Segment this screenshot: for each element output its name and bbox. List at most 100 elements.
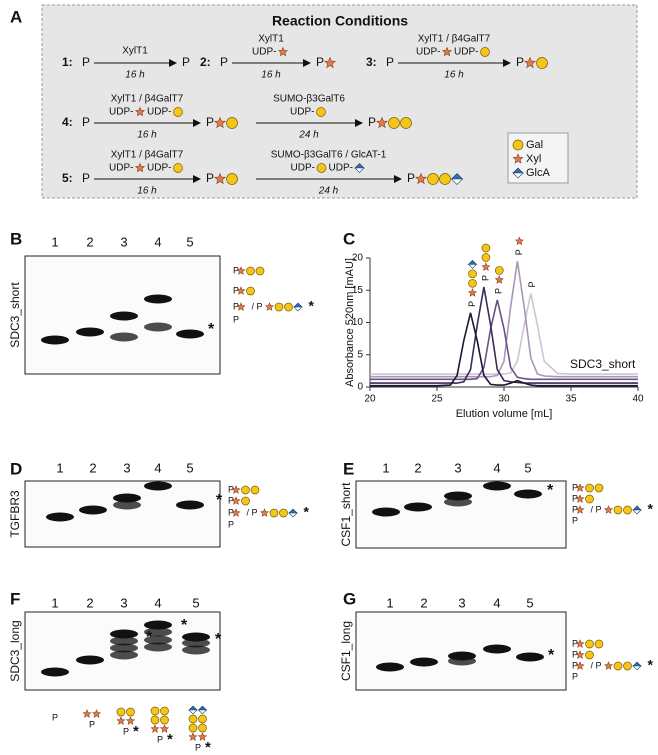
gal-icon [400,117,412,129]
lane-number: 5 [524,460,531,475]
gal-icon [468,269,477,279]
reaction-number: 3: [366,55,377,69]
lane-number: 2 [89,460,96,475]
chromatogram [370,312,638,387]
band [182,638,210,648]
reaction-time: 16 h [444,70,464,81]
glca-icon [188,705,198,711]
xyl-icon [236,302,246,311]
band [410,657,438,667]
gal-icon [316,107,326,117]
product: P [368,115,376,129]
band [144,635,172,645]
xyl-icon [159,724,170,733]
enzyme: SUMO-β3GalT6 [273,94,345,105]
product: P [182,55,190,69]
gal-icon [188,723,198,733]
xyl-icon [494,275,504,284]
reaction-number: 4: [62,115,73,129]
panel-label: B [10,229,22,248]
panel-label: A [10,7,22,26]
y-tick-label: 20 [352,253,364,264]
band-asterisk: * [215,631,222,648]
band [176,500,204,510]
xyl-icon [324,56,336,69]
xyl-icon [264,302,275,311]
panel-label: D [10,459,22,478]
chromatogram [370,299,638,381]
donor: UDP- [109,107,133,118]
peak-label: P [494,288,504,294]
xyl-icon [277,46,289,57]
band-annotation: / P [591,660,602,670]
glca-icon [293,302,303,308]
band [113,500,141,510]
xyl-icon [441,46,453,57]
band-annotation: P [228,484,234,494]
xyl-icon [236,286,246,295]
band [110,311,138,321]
xyl-icon [125,716,136,725]
gal-icon [250,485,260,495]
band-annotation: / P [247,507,258,517]
glca-icon [197,705,208,711]
lane-number: 4 [493,460,500,475]
band-annotation: P [233,265,239,275]
lane-number: 5 [186,234,193,249]
gal-icon [173,107,183,117]
chromatogram [370,261,638,378]
gal-icon [439,173,451,185]
x-tick-label: 40 [632,394,644,405]
donor: UDP- [329,163,353,174]
xyl-icon [82,709,92,718]
xyl-icon [236,266,246,275]
gal-icon [188,714,198,724]
gal-icon [481,243,491,253]
product: P [516,55,524,69]
chart-annotation: SDC3_short [570,357,636,371]
band [110,643,138,653]
glca-icon [632,661,642,667]
x-tick-label: 35 [565,394,577,405]
band [76,327,104,337]
xyl-icon [134,106,146,117]
xyl-icon [524,56,536,69]
xyl-icon [231,508,241,517]
gal-icon [594,483,604,493]
sample-label: SDC3_short [8,282,22,348]
gal-icon [480,47,490,57]
sample-label: TGFBR3 [8,490,22,538]
band [444,497,472,507]
substrate: P [386,55,394,69]
xyl-icon [481,262,491,271]
gal-icon [613,505,623,515]
gal-icon [279,508,288,518]
band [483,644,511,654]
enzyme: XylT1 / β4GalT7 [418,34,491,45]
sample-label: SDC3_long [8,620,22,681]
y-tick-label: 0 [357,382,363,393]
gal-icon [241,485,250,495]
band-annotation: P [572,660,578,670]
box-title: Reaction Conditions [272,13,408,29]
gal-icon [623,505,632,515]
band-annotation: P [233,285,239,295]
reaction-number: 2: [200,55,211,69]
xyl-icon [575,661,585,670]
lane-glycan: P [157,734,163,744]
lane-number: 2 [420,595,427,610]
glca-icon [632,665,642,671]
xyl-icon [134,162,146,173]
lane-number: 5 [186,460,193,475]
gal-icon [226,173,238,185]
sample-label: CSF1_long [339,621,353,681]
lane-number: 5 [526,595,533,610]
lane-number: 4 [493,595,500,610]
glca-icon [197,709,208,715]
xyl-icon [575,494,585,503]
band-annotation: / P [591,504,602,514]
x-axis-label: Elution volume [mL] [456,408,553,420]
glca-icon [188,709,198,715]
glca-icon [293,306,303,312]
